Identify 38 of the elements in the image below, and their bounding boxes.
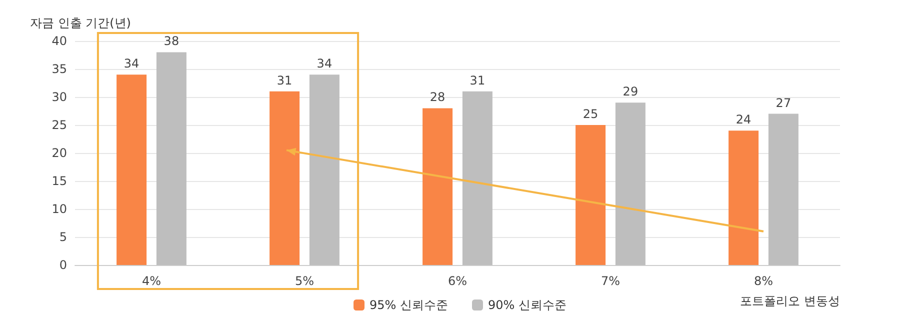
y-tick-label: 30	[52, 90, 67, 104]
x-tick-label: 7%	[600, 274, 620, 288]
x-tick-label: 4%	[142, 274, 162, 288]
bar	[576, 125, 606, 265]
bar	[116, 74, 147, 265]
data-label: 27	[776, 96, 792, 110]
y-tick-label: 5	[59, 230, 67, 244]
data-label: 29	[622, 84, 638, 99]
bar	[422, 108, 453, 265]
y-tick-label: 25	[52, 118, 67, 132]
y-tick-label: 15	[52, 174, 67, 188]
data-label: 34	[316, 56, 332, 71]
bar	[156, 52, 186, 265]
legend-label: 95% 신뢰수준	[370, 298, 448, 312]
data-label: 31	[470, 73, 486, 88]
data-label: 38	[164, 34, 180, 48]
data-label: 34	[124, 56, 140, 71]
data-label: 25	[582, 107, 598, 121]
x-axis-title: 포트폴리오 변동성	[740, 294, 840, 308]
x-tick-label: 8%	[754, 274, 774, 288]
bar	[615, 102, 646, 265]
bar	[462, 91, 492, 265]
y-tick-label: 20	[52, 146, 67, 160]
y-tick-label: 40	[52, 34, 67, 48]
bar	[309, 74, 340, 265]
y-tick-label: 35	[52, 62, 67, 76]
x-tick-label: 6%	[448, 274, 468, 288]
data-label: 31	[276, 73, 292, 88]
legend-label: 90% 신뢰수준	[488, 298, 566, 312]
y-tick-label: 10	[52, 202, 67, 216]
bar	[270, 91, 300, 265]
y-axis-title: 자금 인출 기간(년)	[30, 16, 131, 30]
data-label: 28	[430, 90, 446, 104]
bar	[728, 130, 759, 265]
data-label: 24	[736, 112, 752, 127]
x-tick-label: 5%	[294, 274, 314, 288]
y-tick-label: 0	[59, 258, 67, 272]
bar	[768, 114, 798, 265]
